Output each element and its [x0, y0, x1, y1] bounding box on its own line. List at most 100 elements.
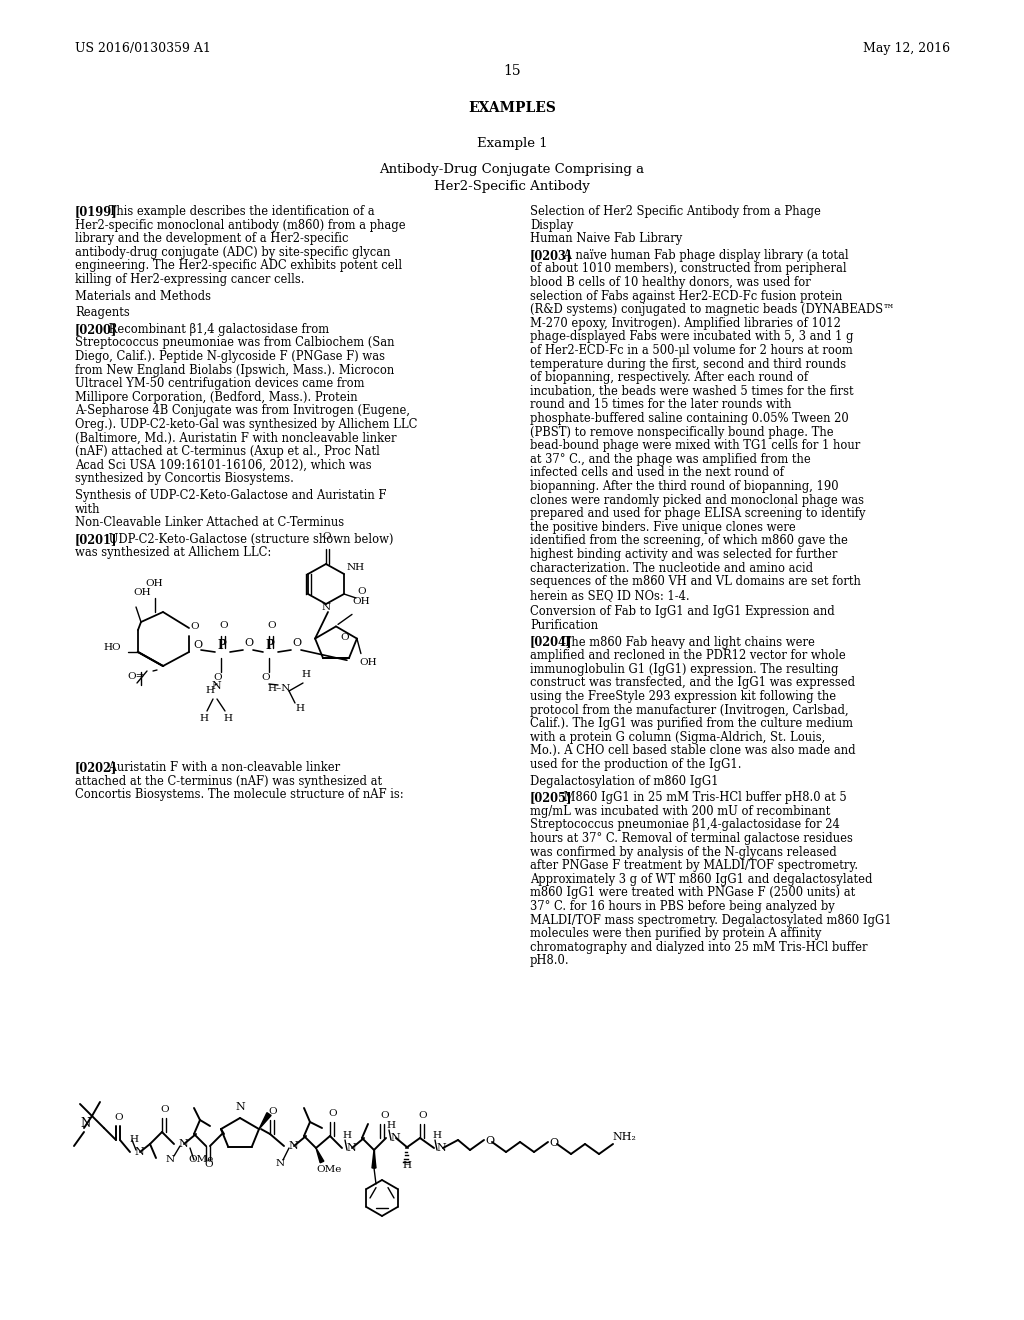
Text: May 12, 2016: May 12, 2016	[863, 42, 950, 55]
Text: Recombinant β1,4 galactosidase from: Recombinant β1,4 galactosidase from	[105, 323, 330, 335]
Text: of about 1010 members), constructed from peripheral: of about 1010 members), constructed from…	[530, 263, 847, 276]
Text: phosphate-buffered saline containing 0.05% Tween 20: phosphate-buffered saline containing 0.0…	[530, 412, 849, 425]
Text: round and 15 times for the later rounds with: round and 15 times for the later rounds …	[530, 399, 792, 412]
Text: P: P	[217, 639, 225, 652]
Text: phage-displayed Fabs were incubated with 5, 3 and 1 g: phage-displayed Fabs were incubated with…	[530, 330, 853, 343]
Text: the positive binders. Five unique clones were: the positive binders. Five unique clones…	[530, 521, 796, 533]
Text: O: O	[357, 587, 366, 597]
Polygon shape	[316, 1148, 324, 1163]
Text: P: P	[265, 639, 273, 652]
Text: herein as SEQ ID NOs: 1-4.: herein as SEQ ID NOs: 1-4.	[530, 589, 689, 602]
Text: N: N	[178, 1139, 187, 1148]
Text: antibody-drug conjugate (ADC) by site-specific glycan: antibody-drug conjugate (ADC) by site-sp…	[75, 246, 390, 259]
Text: HO: HO	[103, 643, 121, 652]
Text: N: N	[346, 1143, 355, 1152]
Text: (nAF) attached at C-terminus (Axup et al., Proc Natl: (nAF) attached at C-terminus (Axup et al…	[75, 445, 380, 458]
Text: Display: Display	[530, 219, 573, 231]
Text: H: H	[386, 1121, 395, 1130]
Text: Selection of Her2 Specific Antibody from a Phage: Selection of Her2 Specific Antibody from…	[530, 205, 821, 218]
Text: Concortis Biosystems. The molecule structure of nAF is:: Concortis Biosystems. The molecule struc…	[75, 788, 403, 801]
Text: incubation, the beads were washed 5 times for the first: incubation, the beads were washed 5 time…	[530, 385, 854, 397]
Text: infected cells and used in the next round of: infected cells and used in the next roun…	[530, 466, 784, 479]
Text: N: N	[322, 603, 331, 612]
Text: bead-bound phage were mixed with TG1 cells for 1 hour: bead-bound phage were mixed with TG1 cel…	[530, 440, 860, 453]
Text: O: O	[190, 622, 199, 631]
Text: was synthesized at Allichem LLC:: was synthesized at Allichem LLC:	[75, 546, 271, 560]
Text: H: H	[129, 1135, 138, 1144]
Text: from New England Biolabs (Ipswich, Mass.). Microcon: from New England Biolabs (Ipswich, Mass.…	[75, 363, 394, 376]
Text: O: O	[549, 1138, 558, 1148]
Text: H–N: H–N	[267, 684, 291, 693]
Text: [0199]: [0199]	[75, 205, 118, 218]
Text: of biopanning, respectively. After each round of: of biopanning, respectively. After each …	[530, 371, 808, 384]
Text: Materials and Methods: Materials and Methods	[75, 289, 211, 302]
Text: was confirmed by analysis of the N-glycans released: was confirmed by analysis of the N-glyca…	[530, 846, 837, 858]
Text: NH₂: NH₂	[612, 1133, 636, 1142]
Text: characterization. The nucleotide and amino acid: characterization. The nucleotide and ami…	[530, 561, 813, 574]
Text: OH: OH	[145, 579, 163, 587]
Text: Degalactosylation of m860 IgG1: Degalactosylation of m860 IgG1	[530, 775, 719, 788]
Polygon shape	[259, 1113, 271, 1129]
Text: O: O	[380, 1111, 389, 1119]
Text: US 2016/0130359 A1: US 2016/0130359 A1	[75, 42, 211, 55]
Text: OMe: OMe	[316, 1166, 341, 1173]
Text: at 37° C., and the phage was amplified from the: at 37° C., and the phage was amplified f…	[530, 453, 811, 466]
Text: O: O	[328, 1109, 337, 1118]
Text: H: H	[301, 671, 310, 678]
Text: engineering. The Her2-specific ADC exhibits potent cell: engineering. The Her2-specific ADC exhib…	[75, 260, 402, 272]
Text: Streptococcus pneumoniae β1,4-galactosidase for 24: Streptococcus pneumoniae β1,4-galactosid…	[530, 818, 840, 832]
Text: Acad Sci USA 109:16101-16106, 2012), which was: Acad Sci USA 109:16101-16106, 2012), whi…	[75, 459, 372, 471]
Text: O: O	[485, 1137, 495, 1146]
Text: Synthesis of UDP-C2-Keto-Galactose and Auristatin F: Synthesis of UDP-C2-Keto-Galactose and A…	[75, 488, 386, 502]
Text: 37° C. for 16 hours in PBS before being analyzed by: 37° C. for 16 hours in PBS before being …	[530, 900, 835, 913]
Text: M-270 epoxy, Invitrogen). Amplified libraries of 1012: M-270 epoxy, Invitrogen). Amplified libr…	[530, 317, 841, 330]
Text: O: O	[340, 634, 348, 642]
Text: I: I	[278, 1159, 282, 1167]
Text: O: O	[322, 532, 331, 541]
Text: Ultracel YM-50 centrifugation devices came from: Ultracel YM-50 centrifugation devices ca…	[75, 378, 365, 391]
Text: I: I	[168, 1154, 171, 1162]
Text: O: O	[244, 638, 253, 648]
Text: library and the development of a Her2-specific: library and the development of a Her2-sp…	[75, 232, 348, 246]
Text: H: H	[199, 714, 208, 723]
Text: This example describes the identification of a: This example describes the identificatio…	[105, 205, 375, 218]
Text: Diego, Calif.). Peptide N-glycoside F (PNGase F) was: Diego, Calif.). Peptide N-glycoside F (P…	[75, 350, 385, 363]
Text: (PBST) to remove nonspecifically bound phage. The: (PBST) to remove nonspecifically bound p…	[530, 425, 834, 438]
Text: A naïve human Fab phage display library (a total: A naïve human Fab phage display library …	[560, 248, 849, 261]
Text: protocol from the manufacturer (Invitrogen, Carlsbad,: protocol from the manufacturer (Invitrog…	[530, 704, 849, 717]
Text: identified from the screening, of which m860 gave the: identified from the screening, of which …	[530, 535, 848, 548]
Text: OH: OH	[359, 657, 377, 667]
Text: N: N	[80, 1117, 90, 1130]
Text: with: with	[75, 503, 100, 516]
Text: [0205]: [0205]	[530, 791, 572, 804]
Text: biopanning. After the third round of biopanning, 190: biopanning. After the third round of bio…	[530, 480, 839, 492]
Text: using the FreeStyle 293 expression kit following the: using the FreeStyle 293 expression kit f…	[530, 690, 837, 704]
Text: Approximately 3 g of WT m860 IgG1 and degalactosylated: Approximately 3 g of WT m860 IgG1 and de…	[530, 873, 872, 886]
Text: mg/mL was incubated with 200 mU of recombinant: mg/mL was incubated with 200 mU of recom…	[530, 805, 830, 818]
Text: Auristatin F with a non-cleavable linker: Auristatin F with a non-cleavable linker	[105, 762, 340, 774]
Text: Mo.). A CHO cell based stable clone was also made and: Mo.). A CHO cell based stable clone was …	[530, 744, 856, 758]
Text: H: H	[432, 1131, 441, 1140]
Text: [0204]: [0204]	[530, 636, 572, 648]
Text: selection of Fabs against Her2-ECD-Fc fusion protein: selection of Fabs against Her2-ECD-Fc fu…	[530, 289, 843, 302]
Text: N: N	[276, 1159, 285, 1168]
Text: H: H	[205, 686, 214, 696]
Text: Her2-Specific Antibody: Her2-Specific Antibody	[434, 180, 590, 193]
Text: [0203]: [0203]	[530, 248, 572, 261]
Text: N: N	[134, 1147, 143, 1158]
Text: Calif.). The IgG1 was purified from the culture medium: Calif.). The IgG1 was purified from the …	[530, 717, 853, 730]
Text: of Her2-ECD-Fc in a 500-μl volume for 2 hours at room: of Her2-ECD-Fc in a 500-μl volume for 2 …	[530, 345, 853, 356]
Text: OMe: OMe	[188, 1155, 213, 1164]
Text: [0201]: [0201]	[75, 533, 118, 545]
Text: N: N	[234, 1102, 245, 1111]
Text: O: O	[261, 673, 269, 682]
Text: Streptococcus pneumoniae was from Calbiochem (San: Streptococcus pneumoniae was from Calbio…	[75, 337, 394, 350]
Text: O: O	[160, 1105, 169, 1114]
Text: O: O	[219, 620, 227, 630]
Text: N: N	[211, 681, 221, 690]
Text: blood B cells of 10 healthy donors, was used for: blood B cells of 10 healthy donors, was …	[530, 276, 811, 289]
Text: N: N	[288, 1140, 298, 1151]
Text: O=: O=	[127, 672, 144, 681]
Text: 15: 15	[503, 63, 521, 78]
Text: Non-Cleavable Linker Attached at C-Terminus: Non-Cleavable Linker Attached at C-Termi…	[75, 516, 344, 529]
